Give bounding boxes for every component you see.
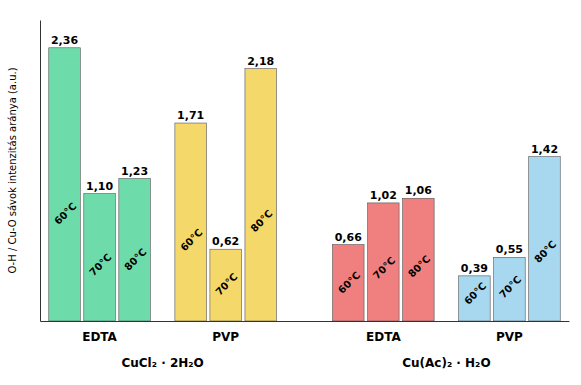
category-label: 60°C: [178, 227, 204, 253]
bar: [49, 48, 81, 321]
bar: [245, 69, 277, 321]
bar: [84, 194, 116, 321]
x-axis: [41, 321, 570, 322]
category-label: 80°C: [406, 253, 432, 279]
value-label: 1,23: [121, 165, 148, 178]
category-label: 80°C: [122, 246, 148, 272]
value-label: 1,71: [177, 109, 204, 122]
group-labels: EDTA PVP EDTA PVP: [82, 330, 523, 344]
value-label: 1,10: [86, 180, 113, 193]
y-axis-title: O-H / Cu-O sávok intenzitás aránya (a.u.…: [7, 67, 18, 273]
value-label: 0,66: [335, 231, 362, 244]
bar: [459, 276, 491, 321]
y-axis: [40, 21, 41, 322]
category-label: 80°C: [248, 208, 274, 234]
value-label: 2,18: [247, 55, 274, 68]
category-label: 70°C: [497, 274, 523, 300]
value-label: 1,42: [531, 143, 558, 156]
chart-container: 2,36 1,10 1,23 1,71 0,62 2,18 0,66 1,02 1,06 0,39…: [0, 0, 581, 385]
bar: [175, 123, 207, 321]
value-label: 2,36: [51, 34, 78, 47]
plot: 2,36 1,10 1,23 1,71 0,62 2,18 0,66 1,02 1,06 0,39…: [41, 21, 570, 371]
group-label: PVP: [212, 330, 239, 344]
category-labels: 60°C 70°C 80°C 60°C 70°C 80°C 60°C 70°C 80°C 60°C…: [52, 200, 558, 306]
bar: [119, 179, 151, 321]
bar: [368, 203, 400, 321]
category-label: 70°C: [213, 271, 239, 297]
category-label: 80°C: [532, 239, 558, 265]
group-label: PVP: [496, 330, 523, 344]
parent-label: Cu(Ac)₂ · H₂O: [402, 356, 490, 370]
bar: [403, 198, 435, 321]
chart: 2,36 1,10 1,23 1,71 0,62 2,18 0,66 1,02 1,06 0,39…: [0, 0, 581, 385]
category-label: 60°C: [336, 269, 362, 295]
y-axis-line: [40, 21, 41, 322]
parent-label: CuCl₂ · 2H₂O: [121, 356, 203, 370]
bar: [529, 157, 561, 321]
bar: [494, 257, 526, 321]
value-label: 0,62: [212, 235, 239, 248]
group-label: EDTA: [366, 330, 401, 344]
parent-labels: CuCl₂ · 2H₂O Cu(Ac)₂ · H₂O: [121, 356, 490, 370]
category-label: 70°C: [87, 251, 113, 277]
bars: [49, 48, 560, 321]
value-labels: 2,36 1,10 1,23 1,71 0,62 2,18 0,66 1,02 1,06 0,39…: [51, 34, 558, 275]
value-label: 0,55: [496, 243, 523, 256]
category-label: 60°C: [462, 280, 488, 306]
x-axis-line: [41, 321, 570, 322]
value-label: 0,39: [461, 262, 488, 275]
category-label: 60°C: [52, 200, 78, 226]
group-label: EDTA: [82, 330, 117, 344]
value-label: 1,06: [405, 184, 432, 197]
category-label: 70°C: [371, 255, 397, 281]
bar: [210, 249, 242, 321]
value-label: 1,02: [370, 189, 397, 202]
bar: [333, 245, 365, 321]
